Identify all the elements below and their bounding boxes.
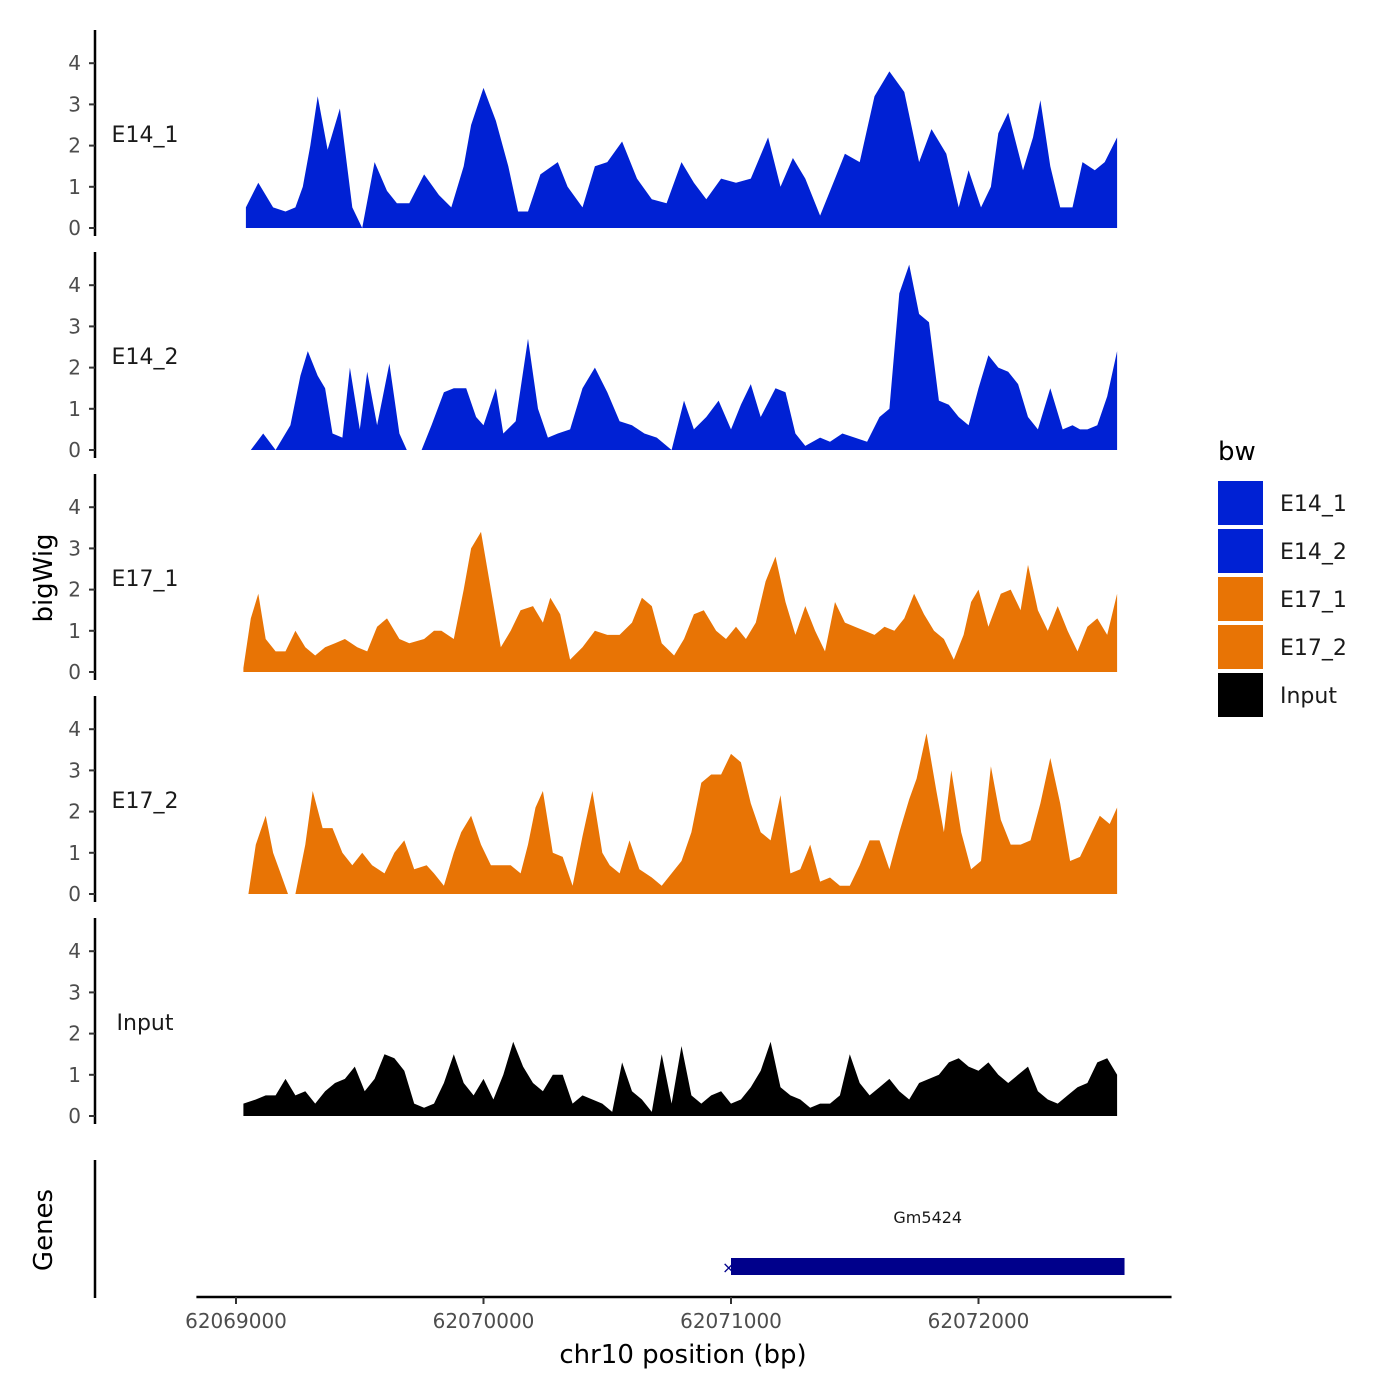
y-tick-label-E17_1-0: 0 xyxy=(68,660,81,684)
area-E14_2 xyxy=(250,264,1118,450)
x-axis: 62069000 62070000 62071000 62072000 xyxy=(185,1295,1172,1333)
y-tick-label-E17_2-0: 0 xyxy=(68,882,81,906)
y-tick-label-E17_2-3: 3 xyxy=(68,758,81,782)
x-tick-label-62069000: 62069000 xyxy=(185,1309,287,1333)
gene-body-Gm5424 xyxy=(731,1258,1125,1275)
y-tick-label-E14_2-3: 3 xyxy=(68,314,81,338)
genes-axis-title: Genes xyxy=(29,1189,59,1271)
y-tick-label-E17_1-1: 1 xyxy=(68,619,81,643)
track-label-E17_2: E17_2 xyxy=(112,789,179,814)
area-E14_1 xyxy=(245,71,1118,229)
track-E17_2: 0 1 2 3 4 E17_2 xyxy=(68,696,1118,906)
legend-key-Input xyxy=(1218,673,1263,717)
y-tick-label-E14_1-2: 2 xyxy=(68,134,81,158)
genes-panel: × Gm5424 xyxy=(93,1160,1125,1298)
track-label-E14_2: E14_2 xyxy=(112,345,179,370)
y-tick-label-E17_2-4: 4 xyxy=(68,717,81,741)
legend-key-E14_2 xyxy=(1218,529,1263,573)
tracks-group: 0 1 2 3 4 E14_1 0 1 2 3 4 E14_2 0 1 2 3 4 E17_1 0 1 2 3 4 E17_2… xyxy=(68,30,1118,1128)
track-label-E17_1: E17_1 xyxy=(112,567,179,592)
y-tick-label-E17_2-2: 2 xyxy=(68,800,81,824)
track-label-E14_1: E14_1 xyxy=(112,123,179,148)
legend-key-E17_2 xyxy=(1218,625,1263,669)
gene-label-Gm5424: Gm5424 xyxy=(893,1208,962,1227)
legend-label-E14_2: E14_2 xyxy=(1280,540,1347,565)
track-label-Input: Input xyxy=(117,1011,174,1036)
legend-label-E17_1: E17_1 xyxy=(1280,588,1347,613)
y-tick-label-Input-3: 3 xyxy=(68,980,81,1004)
legend-label-E17_2: E17_2 xyxy=(1280,636,1347,661)
y-tick-label-E14_1-3: 3 xyxy=(68,92,81,116)
y-tick-label-E14_1-0: 0 xyxy=(68,216,81,240)
legend-key-E17_1 xyxy=(1218,577,1263,621)
track-E14_2: 0 1 2 3 4 E14_2 xyxy=(68,252,1118,462)
y-axis-title: bigWig xyxy=(29,533,59,622)
legend-label-E14_1: E14_1 xyxy=(1280,492,1347,517)
legend: bw E14_1 E14_2 E17_1 E17_2 Input xyxy=(1218,437,1347,717)
x-tick-label-62072000: 62072000 xyxy=(928,1309,1030,1333)
legend-key-E14_1 xyxy=(1218,481,1263,525)
gene-tss-marker: × xyxy=(722,1258,735,1277)
y-tick-label-E17_2-1: 1 xyxy=(68,841,81,865)
legend-title: bw xyxy=(1218,437,1256,467)
y-tick-label-E14_1-4: 4 xyxy=(68,51,81,75)
legend-label-Input: Input xyxy=(1280,684,1337,709)
y-tick-label-E14_2-2: 2 xyxy=(68,356,81,380)
y-tick-label-E14_2-4: 4 xyxy=(68,273,81,297)
track-E14_1: 0 1 2 3 4 E14_1 xyxy=(68,30,1118,240)
y-tick-label-E14_1-1: 1 xyxy=(68,175,81,199)
area-Input xyxy=(243,1041,1118,1116)
y-tick-label-E17_1-2: 2 xyxy=(68,578,81,602)
y-tick-label-E17_1-3: 3 xyxy=(68,536,81,560)
y-tick-label-Input-0: 0 xyxy=(68,1104,81,1128)
y-tick-label-E14_2-1: 1 xyxy=(68,397,81,421)
y-tick-label-E14_2-0: 0 xyxy=(68,438,81,462)
x-tick-label-62071000: 62071000 xyxy=(680,1309,782,1333)
y-tick-label-Input-1: 1 xyxy=(68,1063,81,1087)
y-tick-label-Input-4: 4 xyxy=(68,939,81,963)
area-E17_2 xyxy=(248,733,1118,894)
x-tick-label-62070000: 62070000 xyxy=(433,1309,535,1333)
track-Input: 0 1 2 3 4 Input xyxy=(68,918,1118,1128)
y-tick-label-E17_1-4: 4 xyxy=(68,495,81,519)
y-tick-label-Input-2: 2 xyxy=(68,1022,81,1046)
area-E17_1 xyxy=(243,531,1118,672)
x-axis-title: chr10 position (bp) xyxy=(559,1340,806,1370)
track-E17_1: 0 1 2 3 4 E17_1 xyxy=(68,474,1118,684)
